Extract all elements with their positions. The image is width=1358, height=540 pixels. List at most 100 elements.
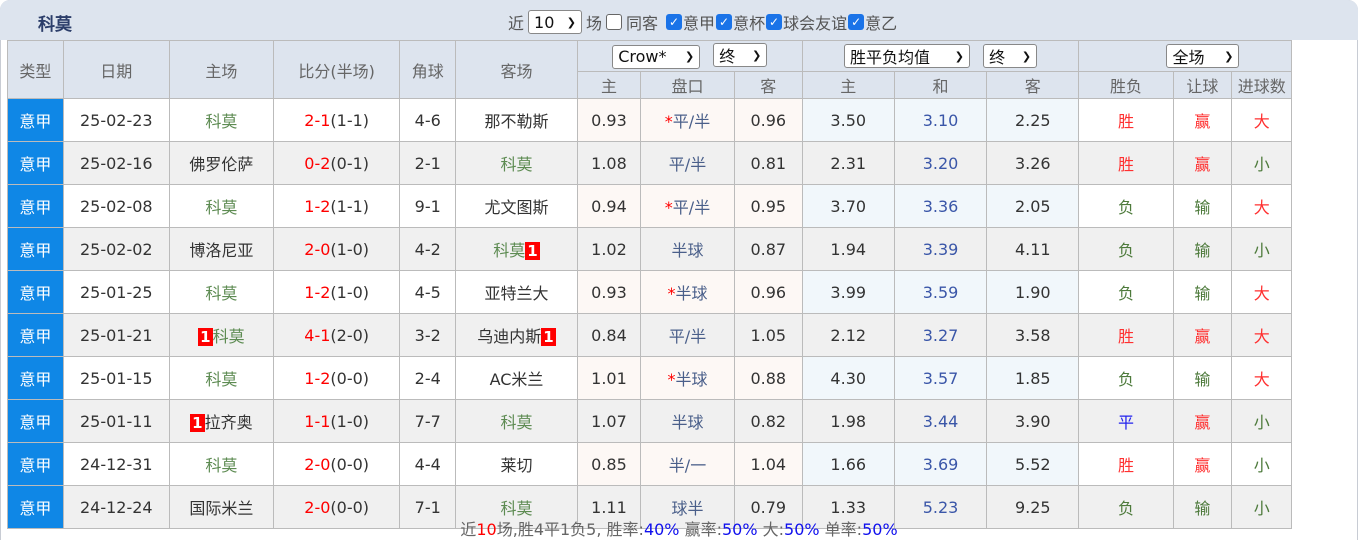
recent-prefix: 近 [508, 14, 525, 33]
half-time-score: (1-0) [330, 282, 370, 302]
league-type[interactable]: 意甲 [7, 356, 64, 400]
score[interactable]: 2-0(0-0) [272, 485, 401, 529]
league-checkbox[interactable]: ✓ [766, 14, 783, 30]
table-row[interactable]: 意甲 24-12-24 国际米兰 2-0(0-0) 7-1 科莫 1.11 球半… [7, 485, 1358, 529]
table-row[interactable]: 意甲 25-01-21 1 科莫 4-1(2-0) 3-2 乌迪内斯 1 0.84 … [7, 313, 1358, 357]
away-team[interactable]: 那不勒斯 [455, 98, 578, 142]
star-marker: * [664, 198, 673, 217]
away-team[interactable]: 亚特兰大 [455, 270, 578, 314]
away-team[interactable]: 莱切 [455, 442, 578, 486]
eu-home-odds: 1.66 [801, 442, 895, 486]
score[interactable]: 1-1(1-0) [272, 399, 401, 443]
score[interactable]: 1-2(1-0) [272, 270, 401, 314]
league-type[interactable]: 意甲 [7, 399, 64, 443]
match-date: 25-02-02 [62, 227, 170, 271]
corners: 4-5 [399, 270, 457, 314]
ah-stage-select[interactable]: 终 ❯ [713, 43, 768, 68]
league-type[interactable]: 意甲 [7, 227, 64, 271]
eu-company-select[interactable]: 胜平负均值 ❯ [843, 44, 970, 68]
ah-line-value: 半球 [671, 413, 704, 432]
league-type[interactable]: 意甲 [7, 270, 64, 314]
league-checkbox[interactable]: ✓ [716, 14, 733, 30]
col-home: 主场 [168, 40, 274, 99]
period-select[interactable]: 全场 ❯ [1166, 44, 1240, 68]
score[interactable]: 1-2(0-0) [272, 356, 401, 400]
table-row[interactable]: 意甲 25-01-15 科莫 1-2(0-0) 2-4 AC米兰 1.01 *半… [7, 356, 1358, 400]
home-team[interactable]: 博洛尼亚 [168, 227, 274, 271]
away-team[interactable]: 科莫 [455, 399, 578, 443]
league-type[interactable]: 意甲 [7, 184, 64, 228]
away-team[interactable]: 尤文图斯 [455, 184, 578, 228]
home-team[interactable]: 佛罗伦萨 [168, 141, 274, 185]
table-row[interactable]: 意甲 24-12-31 科莫 2-0(0-0) 4-4 莱切 0.85 半/一 … [7, 442, 1358, 486]
away-team[interactable]: AC米兰 [455, 356, 578, 400]
away-team[interactable]: 科莫 1 [455, 227, 578, 271]
table-row[interactable]: 意甲 25-02-08 科莫 1-2(1-1) 9-1 尤文图斯 0.94 *平… [7, 184, 1358, 228]
league-checkbox[interactable]: ✓ [848, 14, 865, 30]
match-count-select[interactable]: 10 ❯ [528, 10, 583, 34]
home-team[interactable]: 1 拉齐奥 [168, 399, 274, 443]
full-time-score: 4-1 [304, 325, 331, 345]
home-team[interactable]: 科莫 [168, 98, 274, 142]
corners: 2-4 [399, 356, 457, 400]
away-team[interactable]: 科莫 [455, 141, 578, 185]
table-row[interactable]: 意甲 25-01-25 科莫 1-2(1-0) 4-5 亚特兰大 0.93 *半… [7, 270, 1358, 314]
col-ah-away: 客 [733, 71, 803, 99]
league-checkbox[interactable]: ✓ [666, 14, 683, 30]
score[interactable]: 4-1(2-0) [272, 313, 401, 357]
full-time-score: 0-2 [304, 153, 331, 173]
league-type[interactable]: 意甲 [7, 442, 64, 486]
half-time-score: (1-1) [330, 196, 370, 216]
table-row[interactable]: 意甲 25-01-11 1 拉齐奥 1-1(1-0) 7-7 科莫 1.07 半球… [7, 399, 1358, 443]
table-row[interactable]: 意甲 25-02-23 科莫 2-1(1-1) 4-6 那不勒斯 0.93 *平… [7, 98, 1358, 142]
home-team[interactable]: 科莫 [168, 356, 274, 400]
home-team-name: 佛罗伦萨 [189, 155, 254, 174]
home-team[interactable]: 科莫 [168, 270, 274, 314]
ah-company-select[interactable]: Crow* ❯ [612, 44, 701, 69]
eu-away-odds: 1.85 [986, 356, 1080, 400]
goals-result: 小 [1231, 141, 1293, 185]
col-eu-draw: 和 [893, 71, 988, 99]
handicap-result: 赢 [1172, 141, 1233, 185]
league-type[interactable]: 意甲 [7, 485, 64, 529]
home-team[interactable]: 科莫 [168, 184, 274, 228]
table-row[interactable]: 意甲 25-02-16 佛罗伦萨 0-2(0-1) 2-1 科莫 1.08 平/… [7, 141, 1358, 185]
eu-draw-odds: 5.23 [893, 485, 988, 529]
eu-away-odds: 3.90 [986, 399, 1080, 443]
home-team[interactable]: 国际米兰 [168, 485, 274, 529]
ah-line-value: 平/半 [668, 327, 707, 346]
home-team-name: 科莫 [205, 198, 238, 217]
same-venue-checkbox[interactable] [606, 14, 623, 30]
match-result: 胜 [1078, 141, 1174, 185]
ah-home-odds: 1.08 [576, 141, 642, 185]
corners: 7-7 [399, 399, 457, 443]
score[interactable]: 2-0(0-0) [272, 442, 401, 486]
eu-draw-odds: 3.20 [893, 141, 988, 185]
league-type[interactable]: 意甲 [7, 141, 64, 185]
home-team[interactable]: 科莫 [168, 442, 274, 486]
table-row[interactable]: 意甲 25-02-02 博洛尼亚 2-0(1-0) 4-2 科莫 1 1.02 半… [7, 227, 1358, 271]
home-team[interactable]: 1 科莫 [168, 313, 274, 357]
away-team[interactable]: 乌迪内斯 1 [455, 313, 578, 357]
over-rate: 50% [784, 520, 820, 539]
match-date: 25-02-16 [62, 141, 170, 185]
eu-company-value: 胜平负均值 [849, 48, 930, 67]
league-type[interactable]: 意甲 [7, 98, 64, 142]
eu-away-odds: 5.52 [986, 442, 1080, 486]
summary-text: 近 [460, 520, 477, 539]
away-team[interactable]: 科莫 [455, 485, 578, 529]
eu-away-odds: 3.26 [986, 141, 1080, 185]
ah-line: 平/半 [640, 313, 735, 357]
league-type[interactable]: 意甲 [7, 313, 64, 357]
league-label: 球会友谊 [783, 14, 848, 33]
match-date: 24-12-24 [62, 485, 170, 529]
eu-draw-odds: 3.36 [893, 184, 988, 228]
eu-stage-select[interactable]: 终 ❯ [983, 44, 1038, 68]
ah-line: *平/半 [640, 184, 735, 228]
score[interactable]: 2-0(1-0) [272, 227, 401, 271]
corners: 3-2 [399, 313, 457, 357]
handicap-result: 输 [1172, 356, 1233, 400]
score[interactable]: 0-2(0-1) [272, 141, 401, 185]
score[interactable]: 2-1(1-1) [272, 98, 401, 142]
score[interactable]: 1-2(1-1) [272, 184, 401, 228]
